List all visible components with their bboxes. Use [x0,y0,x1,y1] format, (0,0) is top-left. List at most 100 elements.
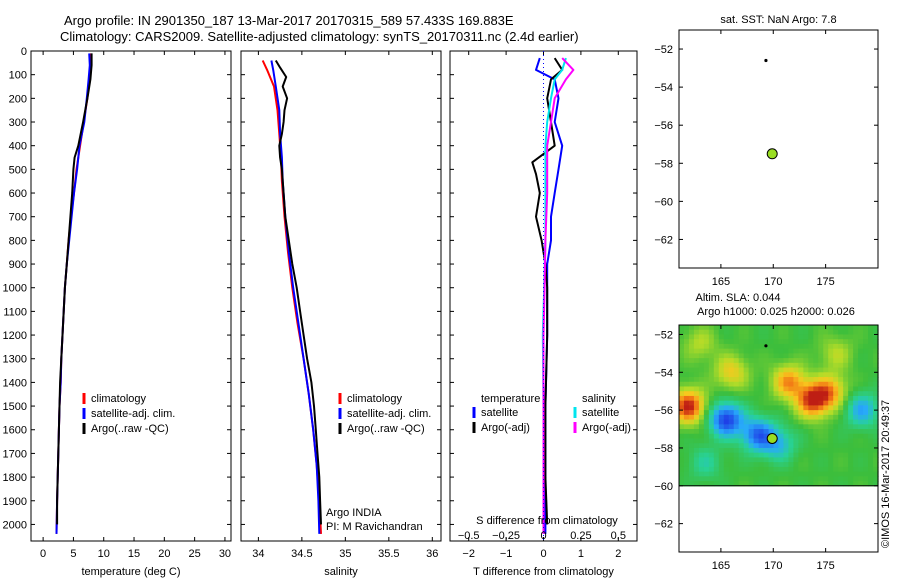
depth-tick-label: 400 [9,141,27,153]
altimetry-cell [708,362,715,369]
depth-tick-label: 300 [9,117,27,129]
altimetry-cell [718,438,725,444]
altimetry-cell [763,414,770,421]
altimetry-cell [708,438,715,444]
altimetry-cell [868,362,874,369]
altimetry-cell [798,476,804,482]
altimetry-cell [738,377,745,383]
altimetry-cell [693,381,700,388]
altimetry-map-lat-tick-label: −54 [654,367,673,379]
altimetry-cell [828,429,834,435]
altimetry-cell [713,476,720,482]
altimetry-cell [788,386,795,392]
altimetry-cell [683,358,690,364]
altimetry-cell [783,348,790,354]
altimetry-cell [788,410,795,416]
altimetry-cell [679,410,685,416]
altimetry-cell [738,339,745,345]
altimetry-cell [818,358,824,364]
altimetry-cell [813,329,819,336]
altimetry-cell [688,386,695,392]
altimetry-cell [818,438,824,444]
altimetry-cell [783,362,790,369]
altimetry-cell [858,381,864,388]
altimetry-cell [733,348,740,354]
altimetry-cell [728,466,735,473]
altimetry-cell [698,410,705,416]
altimetry-cell [703,433,710,440]
altimetry-cell [803,424,809,430]
altimetry-cell [698,362,705,369]
altimetry-cell [803,339,809,345]
altimetry-cell [728,447,735,454]
altimetry-cell [798,481,804,487]
altimetry-cell [683,386,690,392]
altimetry-cell [853,438,859,444]
altimetry-cell [728,438,735,444]
altimetry-cell [713,334,720,340]
altimetry-cell [873,462,879,468]
altimetry-cell [683,438,690,444]
altimetry-cell [768,476,775,482]
altimetry-cell [713,400,720,406]
altimetry-cell [868,358,874,364]
altimetry-cell [693,481,700,487]
altimetry-cell [748,329,755,336]
altimetry-cell [863,386,869,392]
altimetry-cell [858,424,864,430]
altimetry-cell [733,358,740,364]
altimetry-cell [743,476,750,482]
altimetry-cell [793,353,800,359]
altimetry-cell [698,367,705,373]
altimetry-cell [733,419,740,425]
altimetry-cell [818,362,824,369]
altimetry-cell [748,405,755,411]
altimetry-cell [783,447,790,454]
altimetry-cell [873,348,879,354]
altimetry-cell [733,391,740,397]
temperature-legend-label: Argo(..raw -QC) [91,423,169,435]
altimetry-cell [768,447,775,454]
altimetry-cell [858,476,864,482]
altimetry-cell [708,353,715,359]
altimetry-cell [803,419,809,425]
altimetry-cell [783,462,790,468]
altimetry-cell [858,481,864,487]
altimetry-cell [793,462,800,468]
altimetry-cell [818,443,824,449]
altimetry-cell [853,395,859,402]
altimetry-cell [753,447,760,454]
altimetry-cell [798,334,804,340]
altimetry-cell [738,481,745,487]
altimetry-cell [838,462,844,468]
altimetry-cell [833,395,839,402]
altimetry-cell [683,462,690,468]
altimetry-cell [828,362,834,369]
altimetry-cell [848,362,854,369]
altimetry-cell [843,386,849,392]
altimetry-cell [743,334,750,340]
altimetry-map-lon-tick-label: 170 [764,560,782,572]
altimetry-cell [868,381,874,388]
altimetry-cell [723,438,730,444]
altimetry-cell [773,348,780,354]
altimetry-cell [688,443,695,449]
altimetry-cell [763,377,770,383]
altimetry-cell [838,476,844,482]
altimetry-cell [858,466,864,473]
altimetry-cell [679,391,685,397]
altimetry-cell [763,471,770,477]
altimetry-cell [773,343,780,350]
altimetry-cell [778,471,785,477]
altimetry-cell [783,372,790,378]
altimetry-cell [848,400,854,406]
altimetry-cell [733,381,740,388]
altimetry-cell [718,367,725,373]
altimetry-cell [778,476,785,482]
altimetry-cell [778,339,785,345]
altimetry-cell [768,424,775,430]
altimetry-cell [713,353,720,359]
altimetry-cell [838,362,844,369]
altimetry-cell [738,443,745,449]
altimetry-cell [808,405,814,411]
